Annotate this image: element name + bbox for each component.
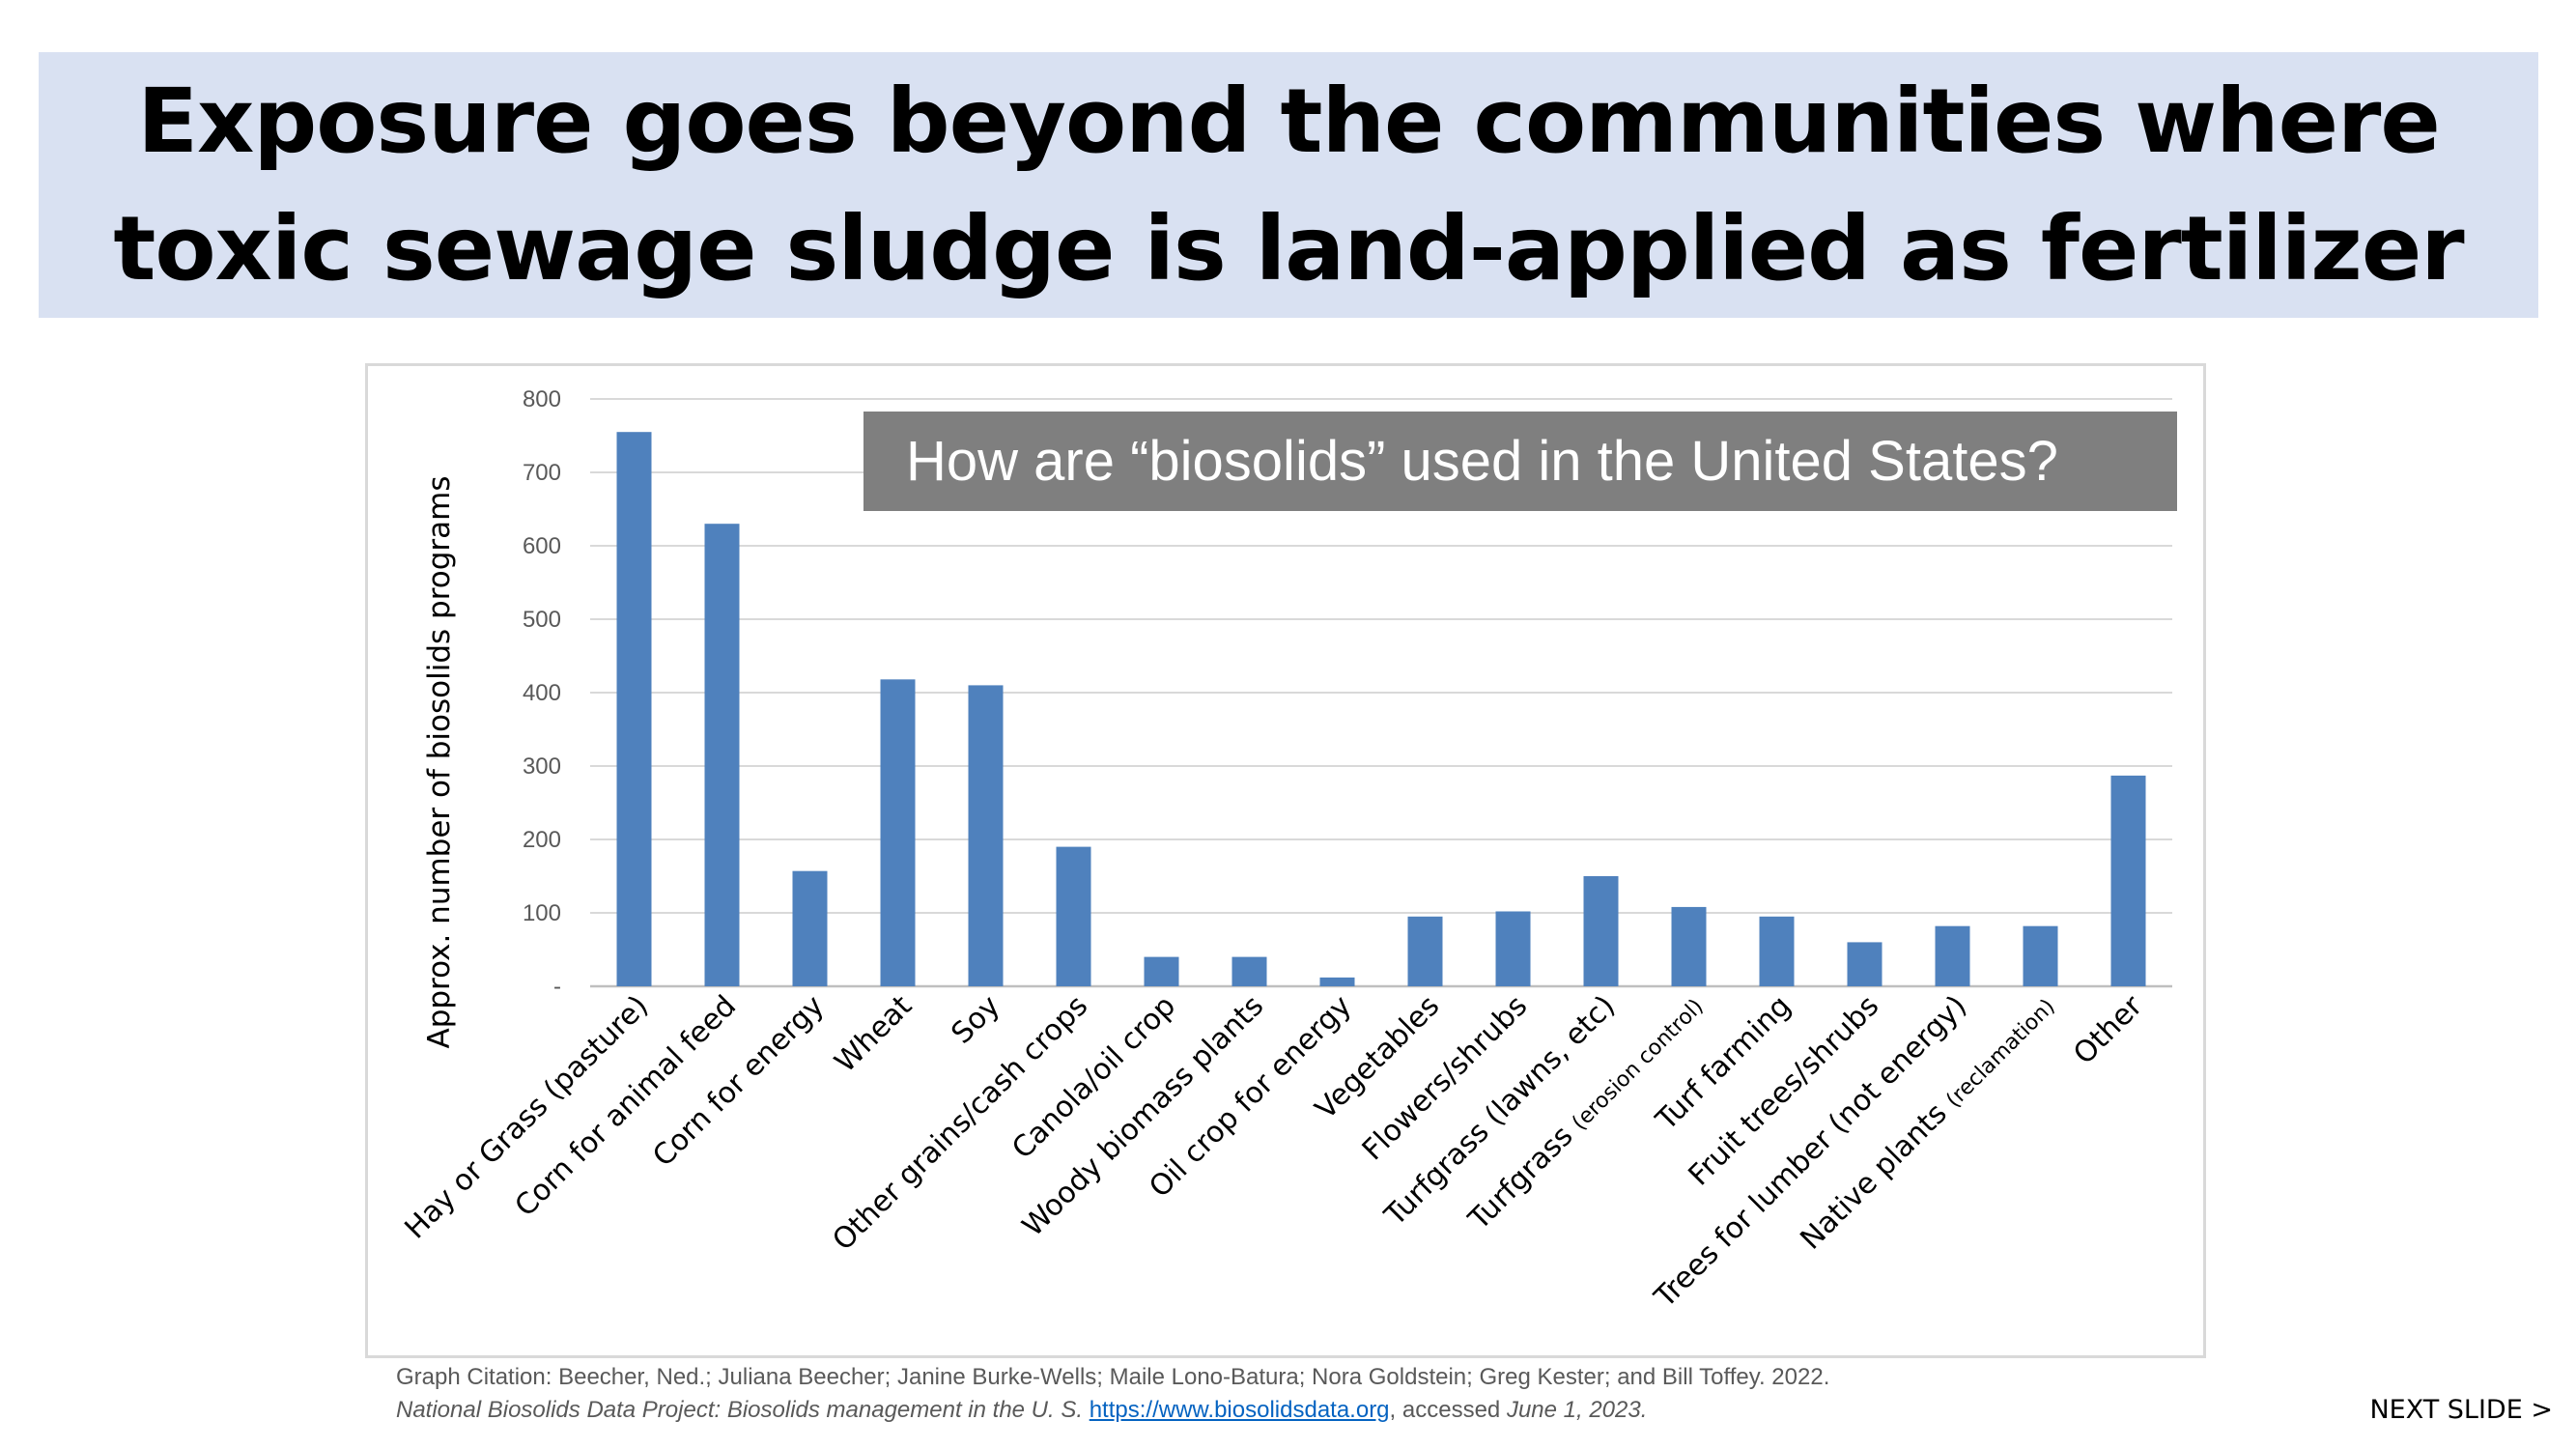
y-tick-label: 100: [523, 900, 561, 926]
y-tick-labels: - 100 200 300 400 500 600 700 800: [523, 386, 561, 1000]
y-tick-label: 800: [523, 386, 561, 412]
bar: [1495, 911, 1531, 986]
bar: [616, 432, 652, 986]
x-tick-label: Canola/oil crop: [1005, 989, 1182, 1166]
y-tick-label: -: [553, 974, 561, 1000]
bars: [616, 432, 2146, 986]
x-tick-label: Soy: [945, 989, 1006, 1051]
graph-citation: Graph Citation: Beecher, Ned.; Juliana B…: [396, 1364, 1830, 1390]
bar: [1231, 956, 1267, 986]
bar: [1583, 876, 1619, 986]
citation-source: National Biosolids Data Project: Biosoli…: [396, 1397, 1647, 1424]
slide-title-line-2: toxic sewage sludge is land-applied as f…: [113, 196, 2464, 300]
next-slide-button[interactable]: NEXT SLIDE >: [2369, 1395, 2553, 1425]
bar: [968, 685, 1004, 986]
bar: [1935, 925, 1970, 986]
x-tick-label: Wheat: [829, 989, 920, 1080]
bar-chart: - 100 200 300 400 500 600 700 800 Hay or Grass (…: [399, 386, 2172, 1315]
bar: [2110, 775, 2146, 986]
bar: [1056, 846, 1091, 986]
bar: [1671, 906, 1707, 986]
y-tick-label: 200: [523, 827, 561, 853]
x-tick-label: Trees for lumber (not energy): [1648, 989, 1973, 1315]
bar: [1407, 916, 1443, 986]
citation-date: June 1, 2023.: [1506, 1397, 1648, 1423]
bar: [2023, 925, 2058, 986]
y-tick-label: 400: [523, 680, 561, 706]
chart-callout-question: How are “biosolids” used in the United S…: [863, 412, 2177, 511]
bar: [1847, 942, 1882, 986]
title-banner: Exposure goes beyond the communities whe…: [39, 52, 2538, 318]
y-axis-label: Approx. number of biosolids programs: [422, 475, 457, 1048]
y-tick-label: 600: [523, 533, 561, 559]
bar: [880, 679, 916, 986]
bar: [1759, 916, 1795, 986]
y-tick-label: 700: [523, 460, 561, 486]
x-tick-label: Flowers/shrubs: [1356, 989, 1534, 1167]
citation-accessed: , accessed: [1389, 1397, 1507, 1423]
y-tick-label: 300: [523, 753, 561, 780]
x-tick-labels: Hay or Grass (pasture)Corn for animal fe…: [399, 988, 2150, 1315]
slide-title-line-1: Exposure goes beyond the communities whe…: [137, 69, 2441, 173]
chart-frame: - 100 200 300 400 500 600 700 800 Hay or Grass (…: [365, 363, 2206, 1358]
x-tick-label: Other: [2067, 988, 2149, 1070]
gridlines: [590, 398, 2172, 988]
bar: [1319, 977, 1355, 986]
y-tick-label: 500: [523, 607, 561, 633]
bar: [704, 524, 740, 986]
citation-source-title: National Biosolids Data Project: Biosoli…: [396, 1397, 1084, 1423]
bar: [1144, 956, 1179, 986]
bar: [792, 870, 828, 986]
citation-link[interactable]: https://www.biosolidsdata.org: [1089, 1397, 1390, 1423]
